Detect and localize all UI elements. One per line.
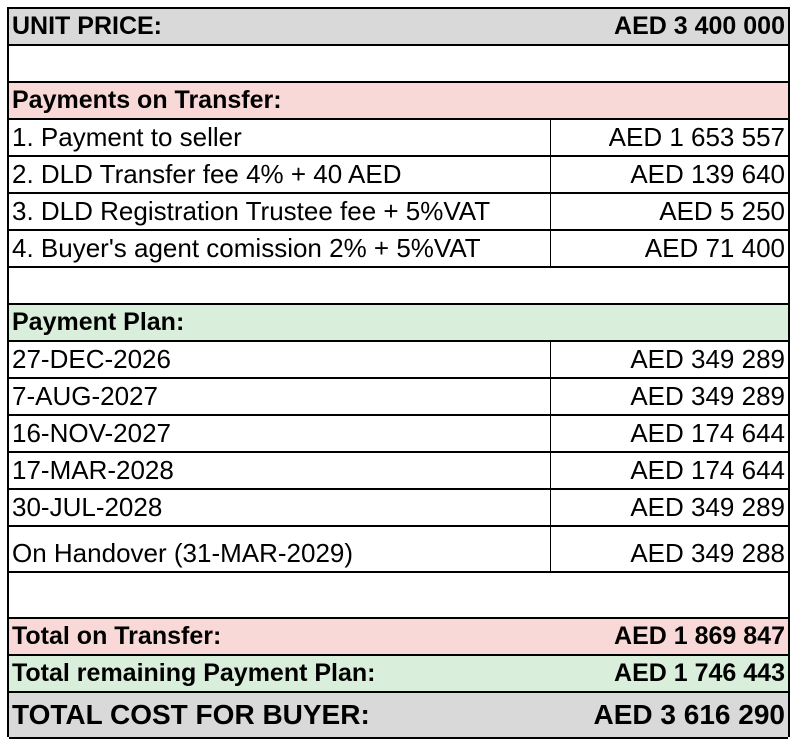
column-divider: [550, 527, 551, 571]
column-divider: [550, 231, 551, 266]
column-divider: [550, 157, 551, 192]
unit-price-label: UNIT PRICE:: [12, 12, 162, 40]
transfer-row: 3. DLD Registration Trustee fee + 5%VAT A…: [9, 194, 788, 231]
plan-row: 27-DEC-2026 AED 349 289: [9, 342, 788, 379]
plan-value: AED 349 289: [630, 492, 785, 522]
transfer-label: 3. DLD Registration Trustee fee + 5%VAT: [12, 196, 491, 226]
total-row: TOTAL COST FOR BUYER: AED 3 616 290: [9, 693, 788, 739]
blank-row: [9, 46, 788, 83]
total-row: Total on Transfer: AED 1 869 847: [9, 619, 788, 656]
plan-row: On Handover (31-MAR-2029) AED 349 288: [9, 527, 788, 573]
blank-row: [9, 268, 788, 305]
section-title: Payment Plan:: [12, 308, 185, 336]
total-label: Total remaining Payment Plan:: [12, 659, 376, 687]
unit-price-row: UNIT PRICE: AED 3 400 000: [9, 9, 788, 46]
transfer-value: AED 139 640: [630, 159, 785, 189]
transfer-value: AED 1 653 557: [608, 122, 785, 152]
column-divider: [550, 342, 551, 377]
section-header: Payments on Transfer:: [9, 83, 788, 120]
plan-label: 30-JUL-2028: [12, 492, 163, 522]
transfer-value: AED 71 400: [644, 233, 785, 263]
plan-label: 7-AUG-2027: [12, 381, 158, 411]
column-divider: [550, 379, 551, 414]
blank-row: [9, 573, 788, 619]
plan-row: 30-JUL-2028 AED 349 289: [9, 490, 788, 527]
transfer-value: AED 5 250: [659, 196, 785, 226]
column-divider: [550, 490, 551, 525]
total-label: Total on Transfer:: [12, 622, 222, 650]
section-title: Payments on Transfer:: [12, 86, 282, 114]
column-divider: [550, 416, 551, 451]
column-divider: [550, 194, 551, 229]
transfer-label: 4. Buyer's agent comission 2% + 5%VAT: [12, 233, 481, 263]
unit-price-value: AED 3 400 000: [614, 12, 785, 40]
price-sheet: UNIT PRICE: AED 3 400 000 Payments on Tran…: [7, 7, 790, 739]
plan-label: 16-NOV-2027: [12, 418, 171, 448]
total-label: TOTAL COST FOR BUYER:: [12, 699, 370, 730]
total-value: AED 1 746 443: [614, 659, 785, 687]
plan-row: 7-AUG-2027 AED 349 289: [9, 379, 788, 416]
plan-label: On Handover (31-MAR-2029): [12, 537, 354, 568]
plan-value: AED 174 644: [630, 418, 785, 448]
transfer-row: 2. DLD Transfer fee 4% + 40 AED AED 139 6…: [9, 157, 788, 194]
plan-value: AED 349 288: [630, 537, 785, 568]
plan-row: 16-NOV-2027 AED 174 644: [9, 416, 788, 453]
plan-value: AED 174 644: [630, 455, 785, 485]
plan-label: 17-MAR-2028: [12, 455, 174, 485]
plan-value: AED 349 289: [630, 381, 785, 411]
total-value: AED 3 616 290: [593, 699, 785, 730]
transfer-row: 1. Payment to seller AED 1 653 557: [9, 120, 788, 157]
section-header: Payment Plan:: [9, 305, 788, 342]
plan-value: AED 349 289: [630, 344, 785, 374]
plan-label: 27-DEC-2026: [12, 344, 171, 374]
transfer-label: 2. DLD Transfer fee 4% + 40 AED: [12, 159, 402, 189]
transfer-label: 1. Payment to seller: [12, 122, 242, 152]
transfer-row: 4. Buyer's agent comission 2% + 5%VAT AED…: [9, 231, 788, 268]
plan-row: 17-MAR-2028 AED 174 644: [9, 453, 788, 490]
total-row: Total remaining Payment Plan: AED 1 746 4…: [9, 656, 788, 693]
total-value: AED 1 869 847: [614, 622, 785, 650]
column-divider: [550, 453, 551, 488]
column-divider: [550, 120, 551, 155]
